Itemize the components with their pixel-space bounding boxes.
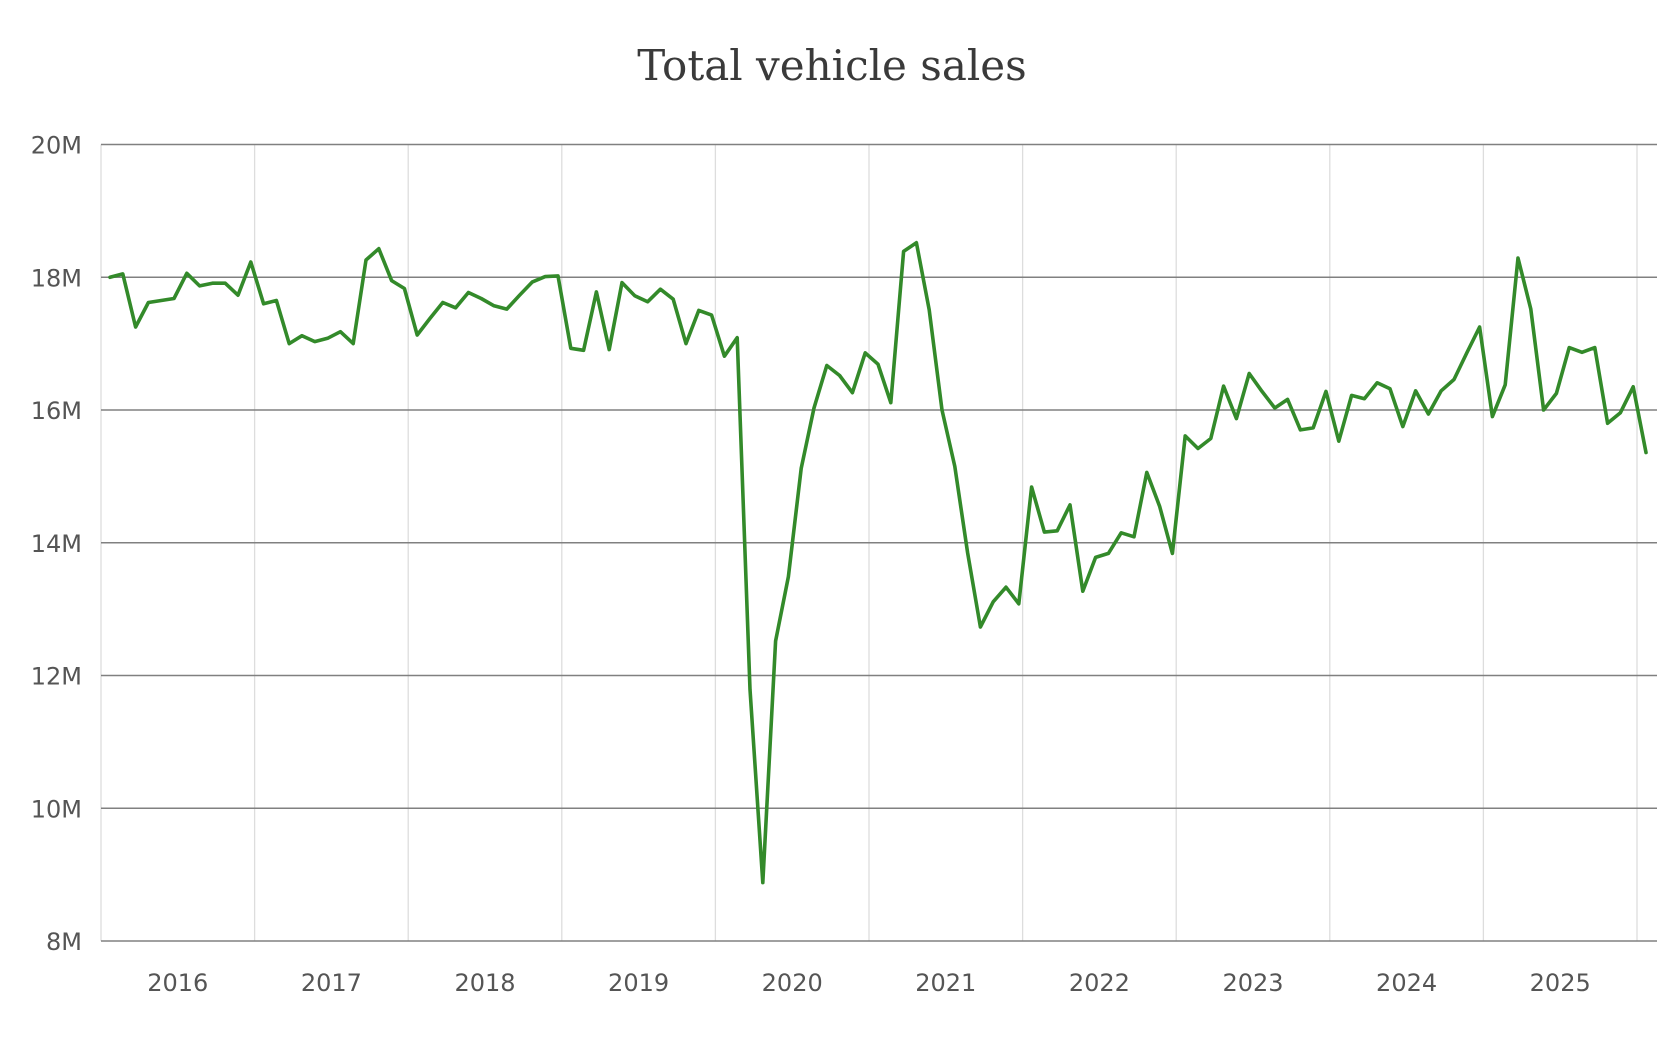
series-line (108, 240, 1648, 885)
x-tick-label: 2022 (1069, 969, 1130, 997)
y-tick-label: 14M (31, 530, 82, 558)
x-tick-label: 2025 (1530, 969, 1591, 997)
horizontal-gridlines (101, 143, 1657, 942)
y-tick-label: 16M (31, 397, 82, 425)
y-tick-label: 18M (31, 264, 82, 292)
x-tick-label: 2023 (1222, 969, 1283, 997)
x-axis-tick-labels: 2016 2017 2018 2019 2020 2021 2022 2023 2024 2025 (147, 969, 1590, 997)
series-group (108, 240, 1648, 885)
y-tick-label: 10M (31, 795, 82, 823)
x-tick-label: 2020 (762, 969, 823, 997)
y-tick-label: 20M (31, 132, 82, 160)
x-tick-label: 2024 (1376, 969, 1437, 997)
x-tick-label: 2016 (147, 969, 208, 997)
y-tick-label: 12M (31, 663, 82, 691)
x-tick-label: 2019 (608, 969, 669, 997)
x-tick-label: 2018 (454, 969, 515, 997)
x-tick-label: 2021 (915, 969, 976, 997)
x-tick-label: 2017 (301, 969, 362, 997)
chart-title: Total vehicle sales (637, 41, 1026, 90)
y-axis-tick-labels: 8M 10M 12M 14M 16M 18M 20M (31, 132, 82, 957)
y-tick-label: 8M (46, 928, 82, 956)
